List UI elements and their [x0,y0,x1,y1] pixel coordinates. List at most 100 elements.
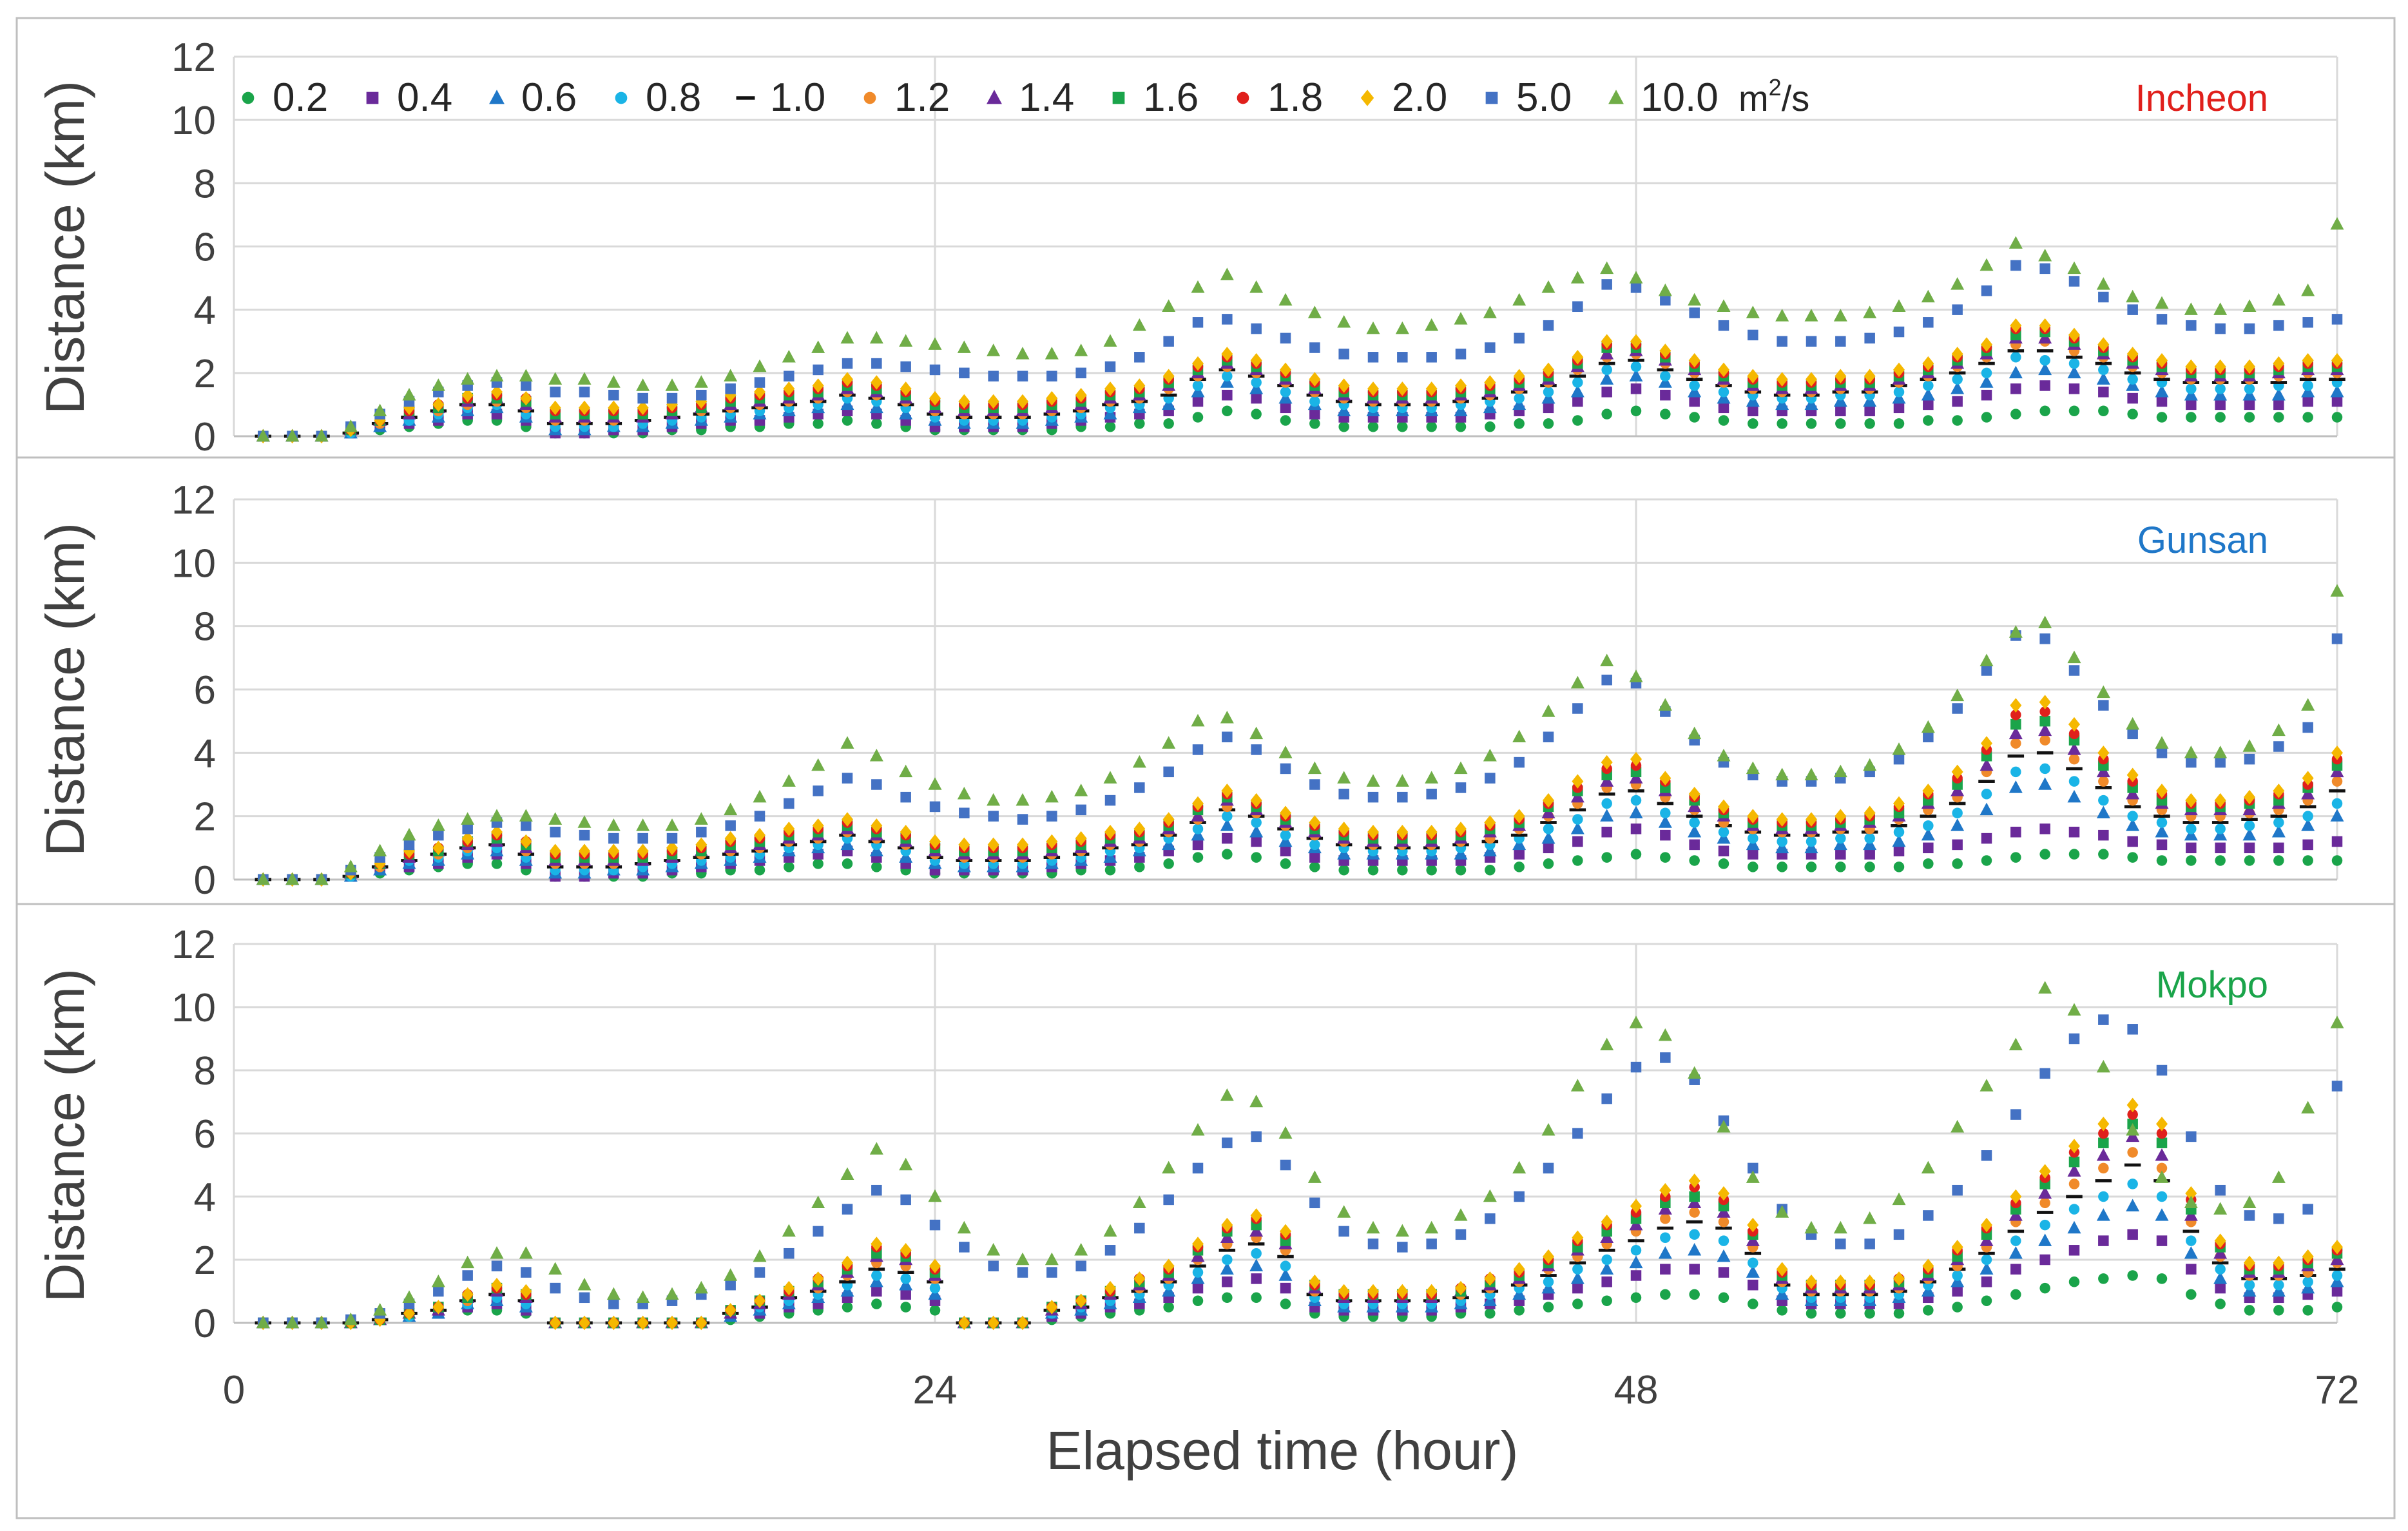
data-point [579,829,590,841]
data-point [958,837,970,852]
data-point [1309,1197,1320,1209]
data-point [2010,383,2021,394]
data-point [784,1247,795,1259]
y-tick-label: 0 [194,415,216,459]
data-point [1689,412,1700,423]
data-point [1688,799,1702,813]
data-point [2098,794,2109,806]
data-point [2273,1255,2285,1271]
y-axis-label: Distance (km) [35,81,95,414]
data-point [1864,332,1875,344]
data-point [2331,798,2343,809]
data-point [2038,981,2052,994]
data-point [1455,865,1467,876]
data-point [2126,717,2140,730]
data-point [1835,809,1847,823]
data-point [1806,336,1817,347]
data-point [2244,855,2255,866]
data-point [2156,1235,2168,1246]
y-tick-label: 6 [194,1112,216,1157]
data-point [1598,792,1615,796]
data-point [2066,1195,2083,1199]
data-point [1251,744,1262,755]
data-point [1921,1284,1935,1297]
data-point [461,1255,475,1269]
data-point [842,1204,853,1215]
y-tick-label: 0 [194,858,216,903]
data-point [2126,289,2140,303]
data-point [1981,1254,1992,1266]
data-point [637,400,649,416]
data-point [1251,817,1262,828]
data-point [1601,1214,1613,1229]
data-point [753,1249,767,1262]
data-point [2273,1305,2284,1316]
data-point [2215,1184,2226,1196]
data-point [900,361,911,372]
data-point [1979,1262,1994,1275]
legend-item-10.0: 10.0 [1608,75,1719,120]
data-point [1307,761,1322,775]
data-point [550,387,561,398]
data-point [2156,1191,2168,1202]
data-point [1863,1211,1877,1224]
data-point [1133,1271,1146,1286]
data-point [695,1315,708,1331]
data-point [1660,389,1671,401]
data-point [871,1237,883,1251]
data-point [1630,794,1642,806]
data-point [2215,756,2226,768]
data-point [987,1315,999,1331]
data-point [1104,865,1116,876]
data-point [1630,1292,1642,1304]
data-point [2098,1273,2109,1284]
data-point [2039,318,2051,333]
figure-border [15,17,2396,1519]
data-point [2271,825,2286,838]
data-point [1192,380,1204,391]
data-point [1748,862,1758,872]
data-point [1134,862,1145,872]
data-point [1951,347,1963,361]
data-point [606,1287,621,1300]
data-point [1249,280,1264,293]
data-point [1748,329,1758,341]
data-point [1572,814,1583,825]
data-point [1806,1275,1817,1289]
data-point [1686,1220,1703,1224]
data-point [1893,753,1905,765]
data-point [1337,315,1351,328]
data-point [402,827,416,841]
data-point [1251,392,1262,404]
data-point [1601,279,1612,290]
data-point [1893,362,1905,378]
data-point [1103,407,1117,419]
data-point [1309,418,1320,429]
data-point [1833,764,1847,778]
data-point [1775,767,1789,780]
data-point [2156,747,2168,758]
data-point [1162,736,1176,749]
data-point [1541,831,1556,844]
data-point [2127,1109,2138,1120]
data-point [2244,1305,2255,1316]
data-point [2126,1129,2140,1142]
data-point [550,827,561,838]
data-point [2299,805,2316,809]
data-point [2010,1235,2021,1246]
data-point [1746,837,1760,851]
data-point [491,385,503,400]
data-point [1572,836,1583,847]
data-point [782,1224,796,1237]
data-point [1747,369,1759,383]
data-point [636,378,650,391]
data-point [1309,862,1320,872]
data-point [1512,729,1527,742]
data-point [869,331,883,344]
data-point [813,364,824,376]
data-point [1484,375,1496,390]
data-point [1630,1270,1642,1281]
data-point [1658,375,1672,388]
data-point [1251,1292,1262,1304]
